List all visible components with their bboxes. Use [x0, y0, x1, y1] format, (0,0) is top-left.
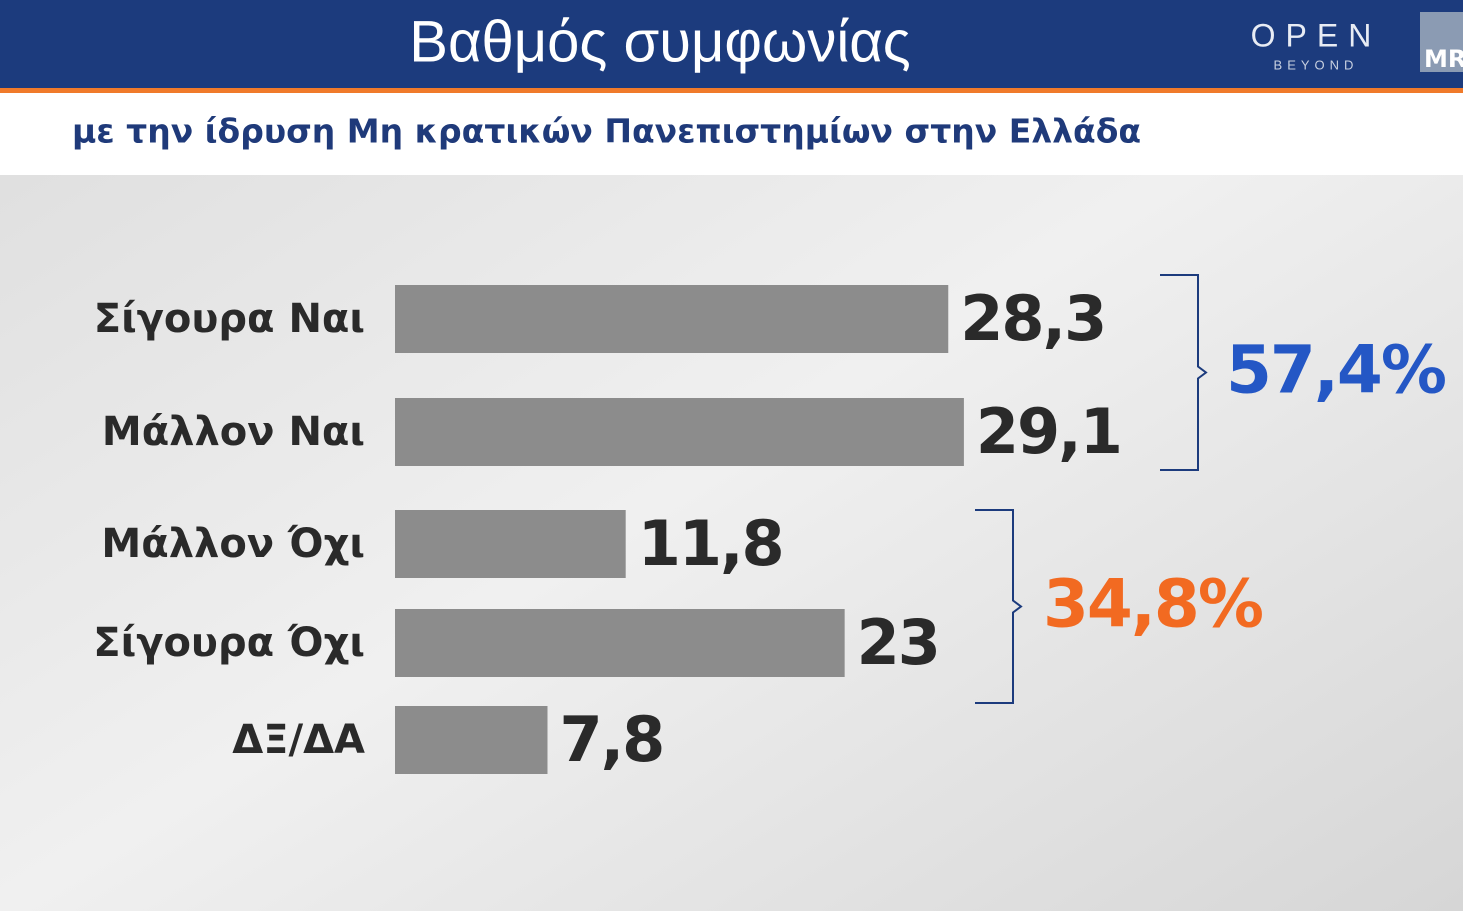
header-band [0, 0, 1463, 88]
value-label: 29,1 [976, 395, 1121, 468]
bar [395, 510, 626, 578]
channel-logo-sub: BEYOND [1274, 57, 1359, 72]
value-label: 11,8 [638, 507, 783, 580]
value-label: 7,8 [559, 703, 663, 776]
chart-subtitle: με την ίδρυση Μη κρατικών Πανεπιστημίων … [72, 112, 1141, 151]
bar [395, 706, 548, 774]
subtitle-band [0, 93, 1463, 175]
pollster-logo-box [1420, 12, 1463, 72]
chart-title: Βαθμός συμφωνίας [409, 9, 910, 74]
group-bracket [975, 509, 1023, 704]
category-label: Σίγουρα Όχι [93, 620, 365, 666]
channel-logo: OPEN [1251, 17, 1382, 53]
category-label: Μάλλον Ναι [102, 409, 365, 455]
bar [395, 609, 845, 677]
category-label: Σίγουρα Ναι [94, 296, 365, 342]
value-label: 28,3 [960, 282, 1105, 355]
group-bracket [1160, 274, 1208, 471]
group-total: 34,8% [1043, 566, 1263, 643]
bar [395, 398, 964, 466]
category-label: ΔΞ/ΔΑ [232, 717, 365, 763]
value-label: 23 [857, 606, 939, 679]
bar [395, 285, 949, 353]
pollster-logo: MR [1424, 45, 1463, 73]
header-stripe [0, 88, 1463, 93]
group-total: 57,4% [1226, 332, 1446, 409]
category-label: Μάλλον Όχι [101, 521, 365, 567]
